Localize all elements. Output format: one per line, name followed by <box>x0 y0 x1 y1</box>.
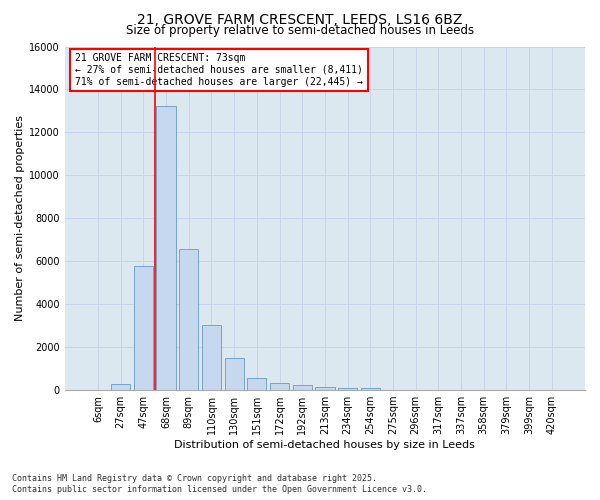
Text: Size of property relative to semi-detached houses in Leeds: Size of property relative to semi-detach… <box>126 24 474 37</box>
Bar <box>202 324 221 390</box>
Bar <box>179 250 199 390</box>
Bar <box>361 388 380 390</box>
Bar <box>270 382 289 390</box>
Bar <box>315 388 335 390</box>
Text: 21, GROVE FARM CRESCENT, LEEDS, LS16 6BZ: 21, GROVE FARM CRESCENT, LEEDS, LS16 6BZ <box>137 12 463 26</box>
Text: Contains HM Land Registry data © Crown copyright and database right 2025.
Contai: Contains HM Land Registry data © Crown c… <box>12 474 427 494</box>
X-axis label: Distribution of semi-detached houses by size in Leeds: Distribution of semi-detached houses by … <box>175 440 475 450</box>
Bar <box>157 106 176 390</box>
Text: 21 GROVE FARM CRESCENT: 73sqm
← 27% of semi-detached houses are smaller (8,411)
: 21 GROVE FARM CRESCENT: 73sqm ← 27% of s… <box>75 54 363 86</box>
Bar <box>134 266 153 390</box>
Y-axis label: Number of semi-detached properties: Number of semi-detached properties <box>15 116 25 322</box>
Bar <box>111 384 130 390</box>
Bar <box>338 388 357 390</box>
Bar <box>247 378 266 390</box>
Title: 21, GROVE FARM CRESCENT, LEEDS, LS16 6BZ
Size of property relative to semi-detac: 21, GROVE FARM CRESCENT, LEEDS, LS16 6BZ… <box>0 499 1 500</box>
Bar <box>224 358 244 390</box>
Bar <box>293 385 312 390</box>
